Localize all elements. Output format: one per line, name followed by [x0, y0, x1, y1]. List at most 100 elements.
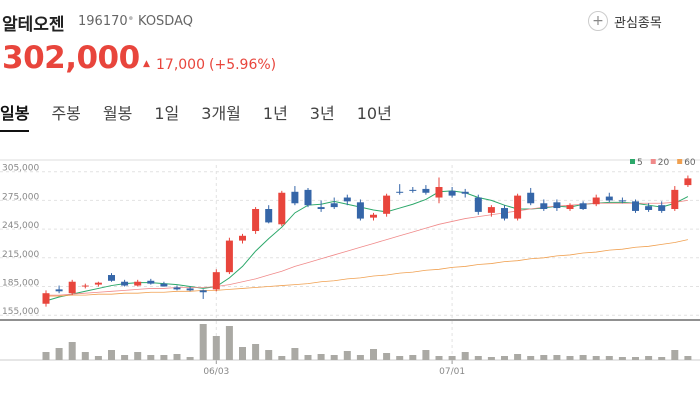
candle-body [632, 201, 639, 211]
period-tab[interactable]: 일봉 [0, 100, 30, 132]
volume-bar [291, 348, 299, 360]
watchlist-button[interactable]: + 관심종목 [588, 11, 662, 31]
legend-swatch [630, 159, 635, 164]
candle-body [108, 275, 115, 281]
candle-body [186, 288, 194, 291]
legend-label: 20 [658, 158, 670, 168]
volume-bar [68, 342, 76, 360]
candle-body [658, 205, 666, 211]
candle-body [265, 209, 273, 223]
volume-bar [278, 356, 286, 360]
candle-body [422, 188, 430, 193]
volume-bar [173, 354, 181, 360]
volume-bar [134, 352, 142, 360]
candle-body [94, 282, 102, 285]
candle-body [671, 189, 679, 210]
candle-body [684, 178, 692, 186]
y-tick-label: 215,000 [2, 250, 39, 260]
separator-dot: • [127, 12, 135, 27]
y-tick-label: 305,000 [2, 164, 39, 174]
volume-bar [147, 355, 155, 360]
x-tick-label: 06/03 [203, 367, 229, 377]
candle-body [645, 206, 653, 210]
volume-bar [160, 355, 168, 360]
y-tick-label: 275,000 [2, 192, 39, 202]
period-tabs: 일봉 주봉 월봉 1일 3개월 1년 3년 10년 [0, 100, 414, 132]
volume-bar [422, 350, 430, 360]
volume-bar [343, 351, 351, 360]
watchlist-label: 관심종목 [614, 15, 662, 31]
volume-bar [330, 355, 338, 360]
volume-bar [186, 357, 194, 360]
candle-body [605, 196, 613, 201]
volume-bar [684, 356, 692, 360]
legend-label: 5 [637, 158, 643, 168]
candle-body [409, 189, 417, 191]
stock-name: 알테오젠 [2, 15, 65, 35]
candle-body [147, 280, 155, 284]
period-tab[interactable]: 3개월 [201, 104, 241, 123]
candle-body [487, 207, 495, 213]
moving-average-line [45, 190, 689, 302]
y-tick-label: 245,000 [2, 221, 39, 231]
volume-bar [225, 326, 233, 360]
candle-body [81, 285, 89, 287]
candle-body [383, 195, 391, 214]
volume-bar [487, 357, 495, 360]
volume-bar [55, 348, 63, 360]
volume-bar [108, 350, 115, 360]
volume-bar [356, 355, 364, 360]
candle-body [435, 187, 443, 198]
candle-body [212, 272, 220, 290]
volume-bar [304, 355, 312, 360]
up-arrow: ▲ [143, 59, 150, 69]
volume-bar [370, 349, 377, 360]
candle-body [291, 191, 299, 204]
volume-bar [81, 352, 89, 360]
volume-bar [566, 356, 574, 360]
candle-body [225, 240, 233, 273]
stock-code: 196170 [78, 14, 128, 29]
volume-bar [579, 355, 587, 360]
candle-body [304, 189, 312, 206]
candle-body [448, 190, 456, 196]
candle-body [540, 203, 548, 210]
candle-body [356, 202, 364, 219]
candle-body [370, 214, 377, 218]
price: 302,000 [2, 40, 140, 76]
candle-body [68, 281, 76, 294]
volume-bar [94, 356, 102, 360]
legend-label: 60 [684, 158, 696, 168]
candle-body [474, 197, 482, 212]
candle-body [527, 192, 535, 204]
candle-body [343, 197, 351, 202]
period-tab[interactable]: 3년 [309, 104, 335, 123]
candle-body [553, 202, 561, 209]
volume-bar [592, 356, 600, 360]
candle-body [134, 281, 142, 286]
market: KOSDAQ [138, 14, 193, 29]
moving-average-line [46, 239, 688, 297]
plus-icon: + [588, 11, 608, 31]
candle-body [55, 289, 63, 292]
volume-bar [658, 357, 666, 360]
volume-bar [409, 355, 417, 360]
period-tab[interactable]: 1년 [262, 104, 288, 123]
candle-body [199, 290, 207, 293]
period-tab[interactable]: 10년 [356, 104, 392, 123]
period-tab[interactable]: 월봉 [102, 104, 133, 123]
candle-body [173, 287, 181, 290]
volume-bar [501, 356, 508, 360]
y-tick-label: 155,000 [2, 307, 39, 317]
y-tick-label: 185,000 [2, 279, 39, 289]
volume-bar [252, 344, 260, 360]
volume-bar [527, 356, 535, 360]
change-percent: (+5.96%) [209, 57, 277, 73]
period-tab[interactable]: 주봉 [51, 104, 81, 123]
period-tab[interactable]: 1일 [154, 104, 180, 123]
volume-bar [42, 352, 50, 360]
candle-body [514, 195, 522, 219]
volume-bar [199, 324, 207, 360]
volume-bar [448, 356, 456, 360]
